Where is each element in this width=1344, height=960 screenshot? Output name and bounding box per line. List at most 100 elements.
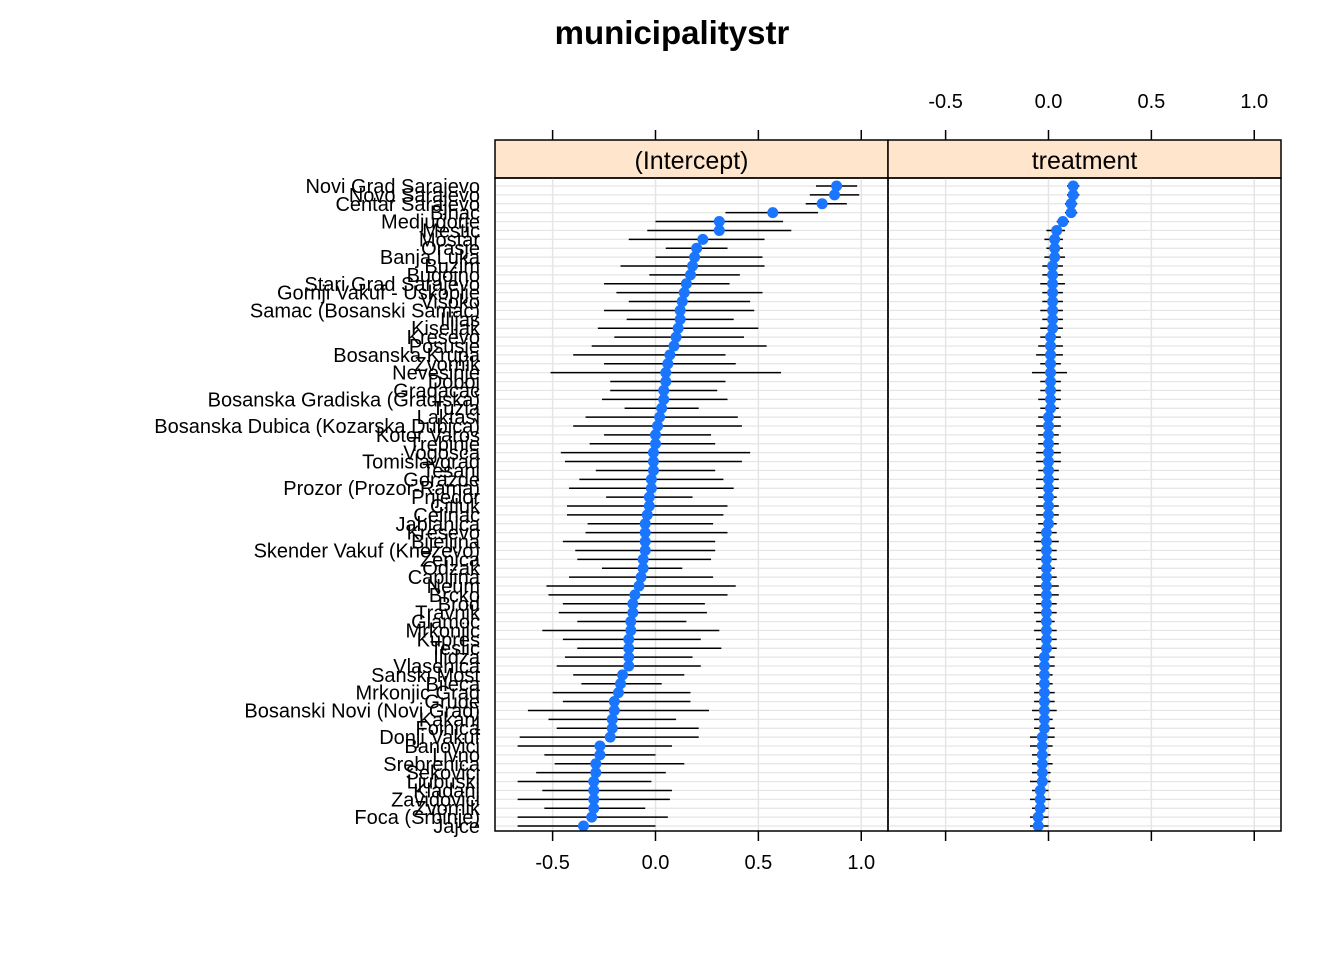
estimate-point (1042, 482, 1054, 494)
estimate-point (639, 527, 651, 539)
row-label: Gorazde (403, 469, 480, 491)
estimate-point (1042, 500, 1054, 512)
estimate-point (713, 216, 725, 228)
row-label: Prozor (Prozor-Rama) (283, 478, 480, 500)
x-tick-label: 0.5 (744, 852, 772, 874)
panel-treatment: treatment (887, 139, 1282, 832)
estimate-point (1032, 811, 1044, 823)
x-tick-label: 0.0 (1035, 91, 1063, 113)
row-label: Bijeljina (411, 532, 481, 554)
estimate-point (1038, 722, 1050, 734)
estimate-point (654, 411, 666, 423)
estimate-point (623, 642, 635, 654)
estimate-point (1038, 669, 1050, 681)
row-label: Kresevo (407, 523, 480, 545)
estimate-point (1036, 767, 1048, 779)
estimate-point (637, 562, 649, 574)
estimate-point (1040, 527, 1052, 539)
estimate-point (1065, 207, 1077, 219)
row-label: Foinica (416, 718, 481, 740)
estimate-point (660, 376, 672, 388)
estimate-point (1047, 313, 1059, 325)
row-label: Vlasenica (393, 656, 481, 678)
estimate-point (639, 536, 651, 548)
plot-frame-treatment (887, 177, 1282, 832)
estimate-point (608, 696, 620, 708)
x-tick-label: 0.5 (1137, 91, 1165, 113)
estimate-point (1040, 633, 1052, 645)
estimate-point (1034, 784, 1046, 796)
estimate-point (1045, 402, 1057, 414)
panel-intercept: (Intercept) (494, 139, 889, 832)
row-label: Bosanska Dubica (Kozarska Dubica) (154, 416, 480, 438)
row-label: Centar Sarajevo (335, 194, 480, 216)
row-label: Bileca (426, 674, 481, 696)
estimate-point (1036, 776, 1048, 788)
estimate-point (684, 269, 696, 281)
estimate-point (604, 731, 616, 743)
row-label: Kakanj (419, 709, 480, 731)
estimate-point (1042, 491, 1054, 503)
estimate-point (660, 367, 672, 379)
row-label: Livno (432, 745, 480, 767)
estimate-point (676, 296, 688, 308)
estimate-point (1040, 598, 1052, 610)
strip-intercept (494, 139, 889, 179)
estimate-point (606, 713, 618, 725)
estimate-point (649, 438, 661, 450)
estimate-point (1045, 384, 1057, 396)
row-label: Mrkonjic Grad (356, 683, 480, 705)
estimate-point (625, 624, 637, 636)
estimate-point (623, 633, 635, 645)
estimate-point (1047, 260, 1059, 272)
row-label: Celinac (413, 505, 480, 527)
estimate-point (625, 616, 637, 628)
row-label: Neum (427, 576, 480, 598)
estimate-point (586, 811, 598, 823)
estimate-point (1040, 553, 1052, 565)
estimate-point (645, 482, 657, 494)
row-label: Tomislavgrad (362, 452, 480, 474)
estimate-point (588, 784, 600, 796)
estimate-point (588, 793, 600, 805)
row-label: Tuzla (432, 398, 481, 420)
estimate-point (1042, 473, 1054, 485)
row-label: Medjugorje (381, 212, 480, 234)
estimate-point (1042, 447, 1054, 459)
estimate-point (1045, 376, 1057, 388)
estimate-point (623, 660, 635, 672)
estimate-point (674, 304, 686, 316)
x-tick-label: -0.5 (928, 91, 962, 113)
row-label: Ilidza (433, 647, 481, 669)
estimate-point (1038, 713, 1050, 725)
row-label: Zvornik (414, 354, 481, 376)
estimate-point (1038, 687, 1050, 699)
estimate-point (639, 544, 651, 556)
estimate-point (1034, 793, 1046, 805)
estimate-point (637, 553, 649, 565)
row-label: Brod (438, 594, 480, 616)
estimate-point (1032, 820, 1044, 832)
row-label: Ilijas (440, 309, 480, 331)
estimate-point (1036, 740, 1048, 752)
estimate-point (633, 580, 645, 592)
row-label: Bosanski Novi (Novi Grad) (244, 700, 480, 722)
estimate-point (1040, 589, 1052, 601)
estimate-point (652, 420, 664, 432)
estimate-point (1040, 544, 1052, 556)
row-label: Banja Luka (380, 247, 481, 269)
row-label: Novo Sarajevo (349, 185, 480, 207)
estimate-point (1036, 758, 1048, 770)
estimate-point (691, 242, 703, 254)
x-tick-label: 1.0 (1240, 91, 1268, 113)
row-label: Visoko (420, 292, 480, 314)
estimate-point (1045, 349, 1057, 361)
estimate-point (1047, 296, 1059, 308)
estimate-point (831, 180, 843, 192)
row-label: Srebrenica (383, 754, 481, 776)
estimate-point (1042, 509, 1054, 521)
points-treatment (1032, 180, 1079, 832)
estimate-point (662, 358, 674, 370)
